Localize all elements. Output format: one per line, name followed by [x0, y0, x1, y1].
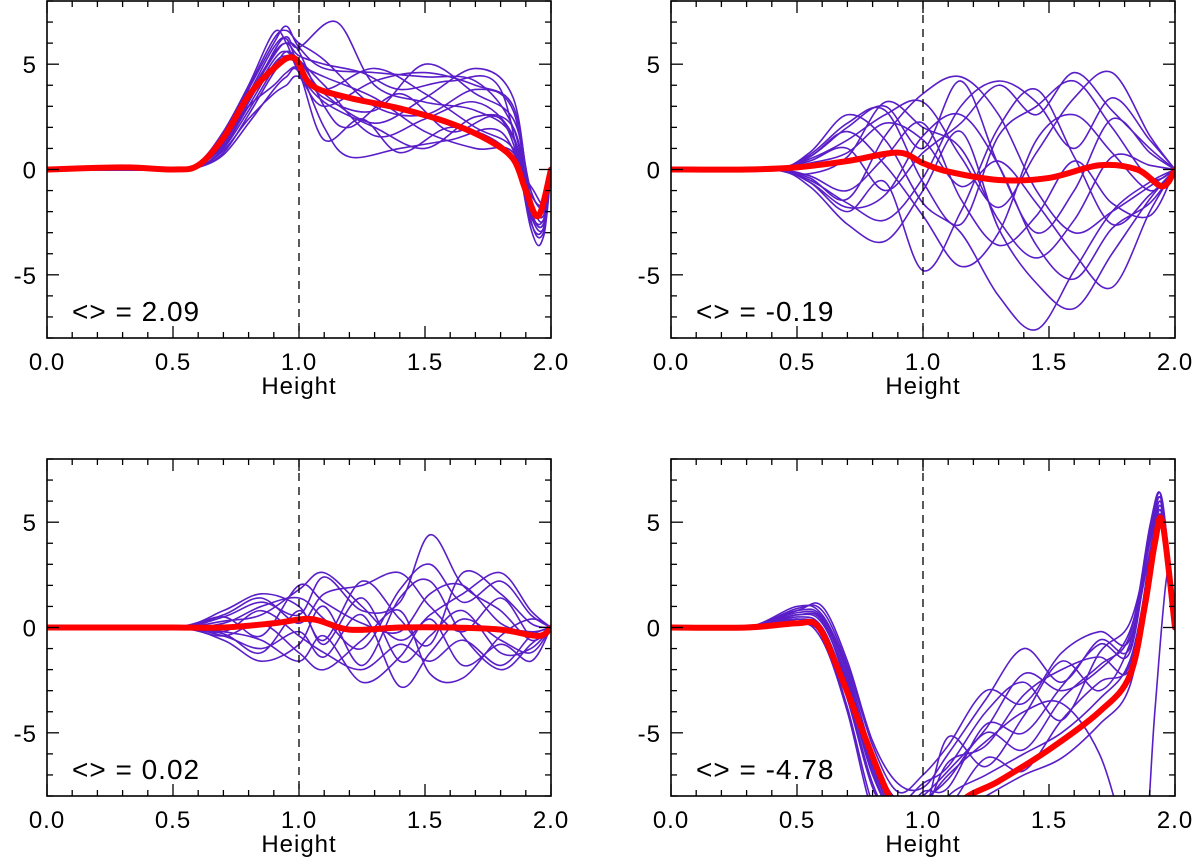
x-tick-label: 0.5 — [155, 807, 191, 834]
x-tick-label: 0.0 — [29, 807, 65, 834]
x-axis-label: Height — [885, 373, 960, 400]
sample-curve-s12 — [671, 500, 1175, 796]
mean-curve — [47, 615, 551, 639]
x-tick-label: 0.5 — [779, 349, 815, 376]
sample-curve-s3 — [47, 570, 551, 647]
y-tick-label: 5 — [23, 52, 37, 79]
y-tick-label: 5 — [23, 510, 37, 537]
x-tick-label: 0.0 — [653, 349, 689, 376]
y-tick-label: 0 — [23, 616, 37, 643]
sample-curve-s9 — [671, 113, 1175, 268]
x-tick-label: 2.0 — [533, 349, 569, 376]
x-tick-label: 2.0 — [1157, 349, 1193, 376]
y-tick-label: -5 — [638, 721, 661, 748]
y-tick-label: -5 — [14, 721, 37, 748]
x-tick-label: 1.5 — [1031, 807, 1067, 834]
x-tick-label: 2.0 — [1157, 807, 1193, 834]
x-tick-label: 0.5 — [779, 807, 815, 834]
sample-curve-s12 — [671, 100, 1175, 259]
x-axis-label: Height — [885, 831, 960, 857]
mean-annotation: <> = 2.09 — [72, 296, 200, 327]
panel-3: 0.0 0.5 1.0 1.5 2.0 5 0 -5 Height <> = 0.02 — [14, 458, 569, 857]
y-tick-label: 5 — [647, 52, 661, 79]
mean-curve — [47, 54, 551, 220]
sample-curve-s8 — [47, 609, 551, 684]
x-tick-label: 0.5 — [155, 349, 191, 376]
sample-curve-s4 — [47, 578, 551, 671]
sample-curve-s7 — [671, 70, 1175, 209]
x-tick-label: 0.0 — [29, 349, 65, 376]
mean-annotation: <> = 0.02 — [72, 754, 200, 785]
mean-annotation: <> = -0.19 — [696, 296, 834, 327]
y-tick-label: 5 — [647, 510, 661, 537]
sample-curve-s11 — [671, 569, 1175, 796]
plot-area — [47, 20, 551, 247]
sample-curve-s13 — [671, 79, 1175, 227]
x-axis-label: Height — [261, 831, 336, 857]
sample-curve-s7 — [47, 571, 551, 638]
y-tick-label: 0 — [647, 158, 661, 185]
plot-area — [671, 70, 1175, 331]
panel-1: 0.0 0.5 1.0 1.5 2.0 5 0 -5 Height <> = 2.09 — [14, 0, 569, 400]
mean-curve — [671, 149, 1175, 190]
sample-curve-s4 — [671, 75, 1175, 234]
panel-2: 0.0 0.5 1.0 1.5 2.0 5 0 -5 Height <> = -0.19 — [638, 0, 1193, 400]
x-tick-label: 1.0 — [281, 349, 317, 376]
y-tick-label: 0 — [23, 158, 37, 185]
sample-curve-s5 — [671, 71, 1175, 192]
sample-curve-s9 — [671, 491, 1175, 794]
mean-annotation: <> = -4.78 — [696, 754, 834, 785]
sample-curve-s11 — [47, 582, 551, 638]
panel-4: 0.0 0.5 1.0 1.5 2.0 5 0 -5 Height <> = -4.78 — [638, 458, 1193, 857]
x-tick-label: 1.0 — [905, 349, 941, 376]
x-tick-label: 0.0 — [653, 807, 689, 834]
y-tick-label: -5 — [638, 263, 661, 290]
sample-curve-s12 — [47, 609, 551, 671]
x-tick-label: 1.0 — [281, 807, 317, 834]
x-tick-label: 2.0 — [533, 807, 569, 834]
sample-curve-s6 — [671, 130, 1175, 311]
sample-curve-s14 — [671, 112, 1175, 280]
plot-area — [671, 491, 1175, 796]
y-tick-label: -5 — [14, 263, 37, 290]
y-tick-label: 0 — [647, 616, 661, 643]
mean-curve — [671, 514, 1175, 796]
plot-area — [47, 534, 551, 689]
sample-curve-s2 — [47, 614, 551, 689]
x-tick-label: 1.5 — [1031, 349, 1067, 376]
sample-curve-s1 — [47, 534, 551, 642]
sample-curve-s10 — [671, 80, 1175, 222]
x-tick-label: 1.5 — [407, 807, 443, 834]
x-axis-label: Height — [261, 373, 336, 400]
x-tick-label: 1.5 — [407, 349, 443, 376]
x-tick-label: 1.0 — [905, 807, 941, 834]
sample-curve-s5 — [47, 571, 551, 641]
